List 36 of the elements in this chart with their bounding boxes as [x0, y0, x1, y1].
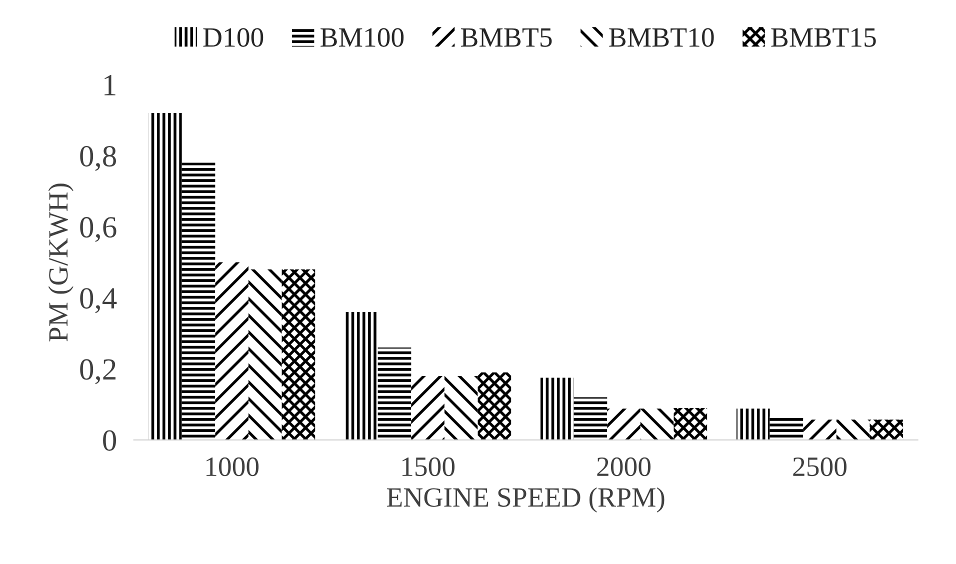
bar [736, 408, 770, 440]
y-tick-label: 0,6 [80, 217, 116, 242]
bar [344, 312, 378, 440]
bar [248, 269, 282, 440]
bar [674, 408, 708, 440]
x-tick-label: 2000 [597, 457, 651, 476]
bar [836, 420, 870, 440]
bar [148, 113, 182, 440]
bar [803, 420, 836, 440]
legend-label: BMBT5 [460, 28, 552, 47]
y-axis-title: PM (G/KWH) [48, 184, 74, 342]
bar [411, 376, 444, 440]
bar [870, 420, 904, 440]
x-tick-label: 2500 [793, 457, 846, 476]
y-tick-label: 1 [104, 75, 116, 96]
bar [182, 162, 216, 440]
bar [607, 408, 640, 440]
bar [574, 397, 608, 440]
y-tick-label: 0,4 [80, 288, 117, 314]
bar [540, 378, 574, 440]
y-tick-label: 0 [103, 430, 116, 451]
legend-label: D100 [203, 28, 264, 47]
bar [478, 372, 512, 440]
bar [640, 408, 674, 440]
legend-label: BMBT10 [609, 28, 714, 47]
x-axis-title: ENGINE SPEED (RPM) [386, 487, 664, 513]
x-tick-label: 1000 [206, 457, 259, 476]
x-tick-label: 1500 [402, 457, 455, 476]
bar [215, 262, 248, 440]
bar [770, 416, 804, 440]
legend-label: BM100 [320, 28, 404, 47]
bar [282, 269, 316, 440]
y-tick-label: 0,2 [80, 359, 116, 384]
y-tick-label: 0,8 [80, 146, 116, 171]
bar [444, 376, 478, 440]
legend-label: BMBT15 [771, 28, 876, 47]
